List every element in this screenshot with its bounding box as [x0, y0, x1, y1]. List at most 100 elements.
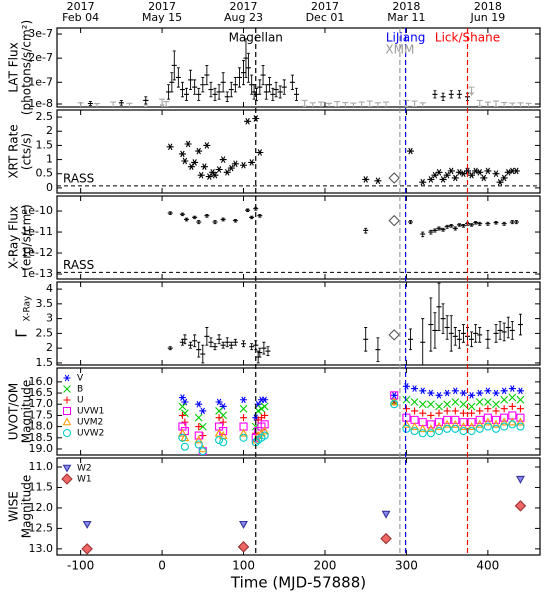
data-point [508, 411, 517, 420]
data-point [500, 174, 508, 182]
data-point [239, 520, 248, 529]
data-point [517, 102, 524, 107]
data-point [514, 500, 527, 512]
data-point [516, 413, 525, 422]
data-point [81, 543, 93, 555]
plot-area [177, 383, 525, 455]
top-tick-label: 2017 Feb 04 [62, 0, 99, 24]
plot-area [167, 206, 519, 238]
data-point [240, 161, 248, 169]
data-point [251, 438, 260, 447]
x-tick-label: 100 [232, 559, 255, 573]
data-point [410, 421, 420, 430]
data-point [301, 99, 308, 107]
data-point [215, 414, 223, 422]
data-point [205, 173, 213, 180]
data-point [215, 422, 224, 431]
data-point [468, 409, 476, 417]
y-axis-label: (photons/s/cm²) [20, 20, 34, 115]
data-point [199, 407, 207, 415]
data-point [419, 409, 427, 417]
data-point [483, 398, 492, 406]
data-point [334, 101, 341, 107]
data-point [418, 418, 427, 427]
data-point [248, 159, 256, 166]
data-point [178, 433, 187, 442]
data-point [180, 442, 189, 451]
data-point [451, 174, 459, 182]
data-point [374, 177, 382, 185]
plot-frame [56, 457, 541, 556]
y-tick-label: 0.5 [36, 167, 54, 180]
y-tick-label: 1 [46, 153, 53, 166]
data-point [419, 102, 426, 107]
data-point [181, 398, 189, 406]
data-point [516, 395, 525, 404]
data-point [326, 102, 333, 107]
data-point [411, 385, 419, 392]
data-point [442, 419, 452, 428]
data-point [402, 413, 411, 422]
data-point [427, 411, 435, 419]
data-point [426, 400, 435, 409]
data-point [451, 424, 460, 433]
plot-area [77, 38, 532, 107]
y-axis-label: XRT Rate [7, 124, 21, 178]
data-point [443, 415, 452, 424]
data-point [484, 405, 492, 413]
data-point [501, 102, 508, 107]
data-point [464, 167, 472, 175]
data-point [483, 422, 492, 431]
y-axis-label-subscript: X-Ray [23, 295, 33, 322]
event-label: XMM [385, 43, 414, 57]
legend-label: UVW2 [77, 429, 104, 439]
data-point [508, 393, 517, 402]
data-point [215, 398, 223, 406]
legend-label: U [77, 396, 84, 406]
data-point [177, 428, 187, 437]
data-point [475, 398, 484, 406]
data-point [508, 420, 517, 429]
data-point [427, 389, 435, 397]
data-point [390, 391, 398, 399]
data-point [401, 419, 411, 428]
data-point [191, 159, 199, 166]
data-point [439, 176, 447, 183]
plot-area [81, 475, 527, 555]
data-point [491, 415, 501, 424]
data-point [476, 407, 484, 415]
legend-marker [63, 374, 71, 382]
y-tick-label: 1e-13 [21, 267, 53, 280]
data-point [419, 387, 427, 395]
data-point [443, 171, 451, 179]
data-point [342, 102, 349, 107]
legend-label: B [77, 385, 83, 395]
y-axis-label: Magnitude [20, 380, 34, 444]
data-point [500, 405, 508, 413]
y-tick-label: 1e-7 [28, 75, 53, 88]
data-point [443, 400, 452, 409]
legend-label: UVW1 [77, 407, 104, 417]
y-tick-label: 1e-10 [21, 204, 53, 217]
data-point [468, 86, 475, 97]
data-point [500, 422, 509, 431]
data-point [468, 391, 476, 399]
data-point [418, 424, 428, 433]
y-tick-label: 17.0 [29, 397, 54, 410]
data-point [475, 419, 485, 428]
data-point [260, 402, 269, 411]
data-point [219, 438, 228, 447]
y-tick-label: 2 [46, 124, 53, 137]
top-tick-label: 2018 Jun 19 [470, 0, 506, 24]
y-tick-label: 13.0 [29, 542, 54, 555]
data-point [240, 414, 248, 422]
data-point [491, 424, 501, 433]
data-point [500, 413, 509, 422]
data-point [443, 424, 452, 433]
y-tick-label: 2 [46, 341, 53, 354]
data-point [198, 422, 207, 431]
data-point [475, 424, 484, 433]
data-point [184, 140, 192, 148]
data-point [126, 102, 133, 107]
data-point [244, 118, 252, 125]
